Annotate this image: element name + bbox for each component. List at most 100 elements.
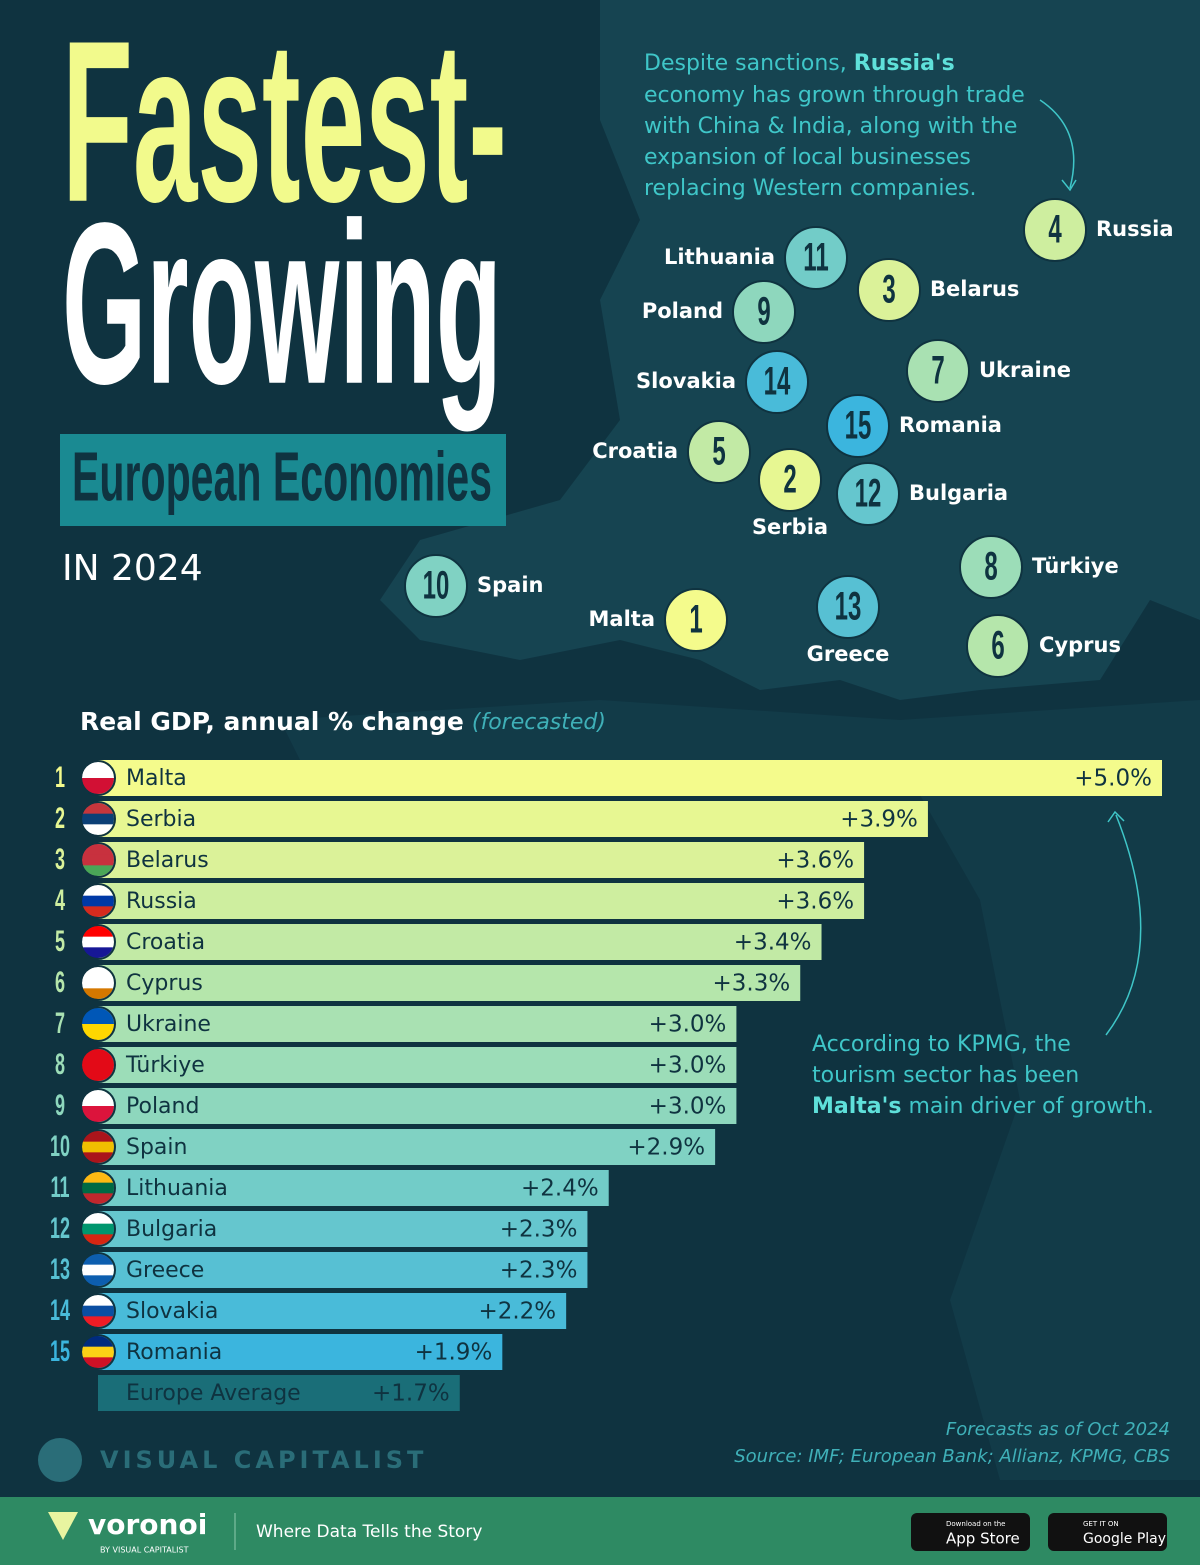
value-label: +3.0% — [649, 1012, 727, 1038]
source: Source: IMF; European Bank; Allianz, KPM… — [734, 1446, 1170, 1467]
flag-stripe — [82, 895, 114, 907]
value-label: +5.0% — [1074, 766, 1152, 792]
flag-stripe — [82, 803, 114, 815]
flag-stripe — [82, 1305, 114, 1317]
bar — [98, 1252, 588, 1288]
flag — [80, 1293, 116, 1329]
voronoi: voronoi — [88, 1508, 207, 1541]
subtitle: IN 2024 — [62, 548, 203, 589]
category-label: Poland — [126, 1094, 199, 1119]
flag-stripe — [82, 1316, 114, 1327]
map-label: Greece — [807, 642, 890, 666]
bar — [98, 883, 865, 919]
flag-border — [80, 801, 116, 837]
annotation-arrow — [1061, 179, 1077, 192]
map-label: Belarus — [930, 277, 1019, 301]
brand: VISUAL CAPITALIST — [100, 1446, 427, 1474]
rank: 12 — [50, 1212, 70, 1245]
value-label: +3.3% — [713, 971, 791, 997]
flag — [80, 760, 116, 796]
flag — [80, 965, 116, 1001]
flag-border — [80, 1293, 116, 1329]
rank: 9 — [55, 1089, 65, 1122]
annotation-line: expansion of local businesses — [644, 145, 971, 170]
flag-stripe — [82, 1213, 114, 1225]
bar — [98, 1006, 737, 1042]
appstore-badge[interactable] — [911, 1513, 1030, 1551]
annotation-arrow — [1107, 810, 1125, 823]
value-label: +2.3% — [500, 1217, 578, 1243]
value-label: +3.4% — [734, 930, 812, 956]
map-marker — [687, 420, 751, 484]
flag — [80, 801, 116, 837]
rank: 13 — [50, 1253, 70, 1286]
rank: 15 — [50, 1335, 70, 1368]
annotation: According to KPMG, the tourism sector ha… — [812, 1032, 1154, 1119]
map-rank: 4 — [1048, 206, 1062, 251]
googleplay-badge[interactable] — [1048, 1513, 1167, 1551]
map-marker — [959, 535, 1023, 599]
annotation-line: tourism sector has been — [812, 1063, 1079, 1088]
flag-stripe — [82, 844, 114, 856]
map-rank: 5 — [712, 428, 725, 473]
rank: 14 — [50, 1294, 70, 1327]
rank: 2 — [55, 802, 65, 835]
flag-stripe — [82, 906, 114, 917]
flag-stripe — [82, 1008, 114, 1025]
map-rank: 3 — [882, 266, 895, 311]
title-box — [60, 434, 506, 526]
annotation-line: Despite sanctions, Russia's — [644, 51, 955, 76]
chart-title: Real GDP, annual % change (forecasted) — [80, 707, 606, 736]
map-rank: 8 — [984, 543, 997, 588]
flag-stripe — [82, 926, 114, 938]
map-label: Cyprus — [1039, 633, 1121, 657]
rank: 11 — [50, 1171, 69, 1204]
rank: 7 — [55, 1007, 65, 1040]
flag-stripe — [82, 1106, 114, 1122]
annotation-line: According to KPMG, the — [812, 1032, 1071, 1057]
bar — [98, 1211, 588, 1247]
tagline: Where Data Tells the Story — [256, 1522, 482, 1542]
flag — [80, 1252, 116, 1288]
map-label: Croatia — [592, 439, 678, 463]
googleplay-small: GET IT ON — [1083, 1520, 1119, 1528]
flag-stripe — [82, 1223, 114, 1235]
map-label: Serbia — [752, 515, 828, 539]
rank: 8 — [55, 1048, 65, 1081]
category-label: Ukraine — [126, 1012, 211, 1037]
flag-border — [80, 1129, 116, 1165]
category-label: Spain — [126, 1135, 187, 1160]
map-label: Malta — [589, 607, 655, 631]
category-label: Türkiye — [125, 1053, 205, 1078]
flag — [80, 1047, 116, 1083]
map-marker — [404, 554, 468, 618]
category-label: Serbia — [126, 807, 196, 832]
map-label: Russia — [1096, 217, 1174, 241]
map-land — [380, 0, 1200, 700]
category-label: Lithuania — [126, 1176, 228, 1201]
flag-border — [80, 883, 116, 919]
flag — [80, 924, 116, 960]
flag-stripe — [82, 1336, 114, 1348]
annotation-arrow — [1039, 99, 1075, 189]
title: European Economies — [72, 437, 492, 515]
category-label: Slovakia — [126, 1299, 218, 1324]
bar — [98, 1170, 609, 1206]
map-marker — [758, 448, 822, 512]
flag-stripe — [82, 1193, 114, 1204]
value-label: +2.2% — [478, 1299, 556, 1325]
category-label: Belarus — [126, 848, 209, 873]
flag-border — [80, 924, 116, 960]
category-label: Cyprus — [126, 971, 203, 996]
flag — [80, 1129, 116, 1165]
bar — [98, 1293, 567, 1329]
map-rank: 14 — [764, 358, 791, 403]
bar — [98, 1334, 503, 1370]
flag-stripe — [82, 967, 114, 979]
flag-stripe — [82, 824, 114, 835]
annotation-bold: Russia's — [854, 51, 955, 76]
value-label: +3.0% — [649, 1053, 727, 1079]
annotation-line: economy has grown through trade — [644, 83, 1025, 108]
map-marker — [906, 339, 970, 403]
